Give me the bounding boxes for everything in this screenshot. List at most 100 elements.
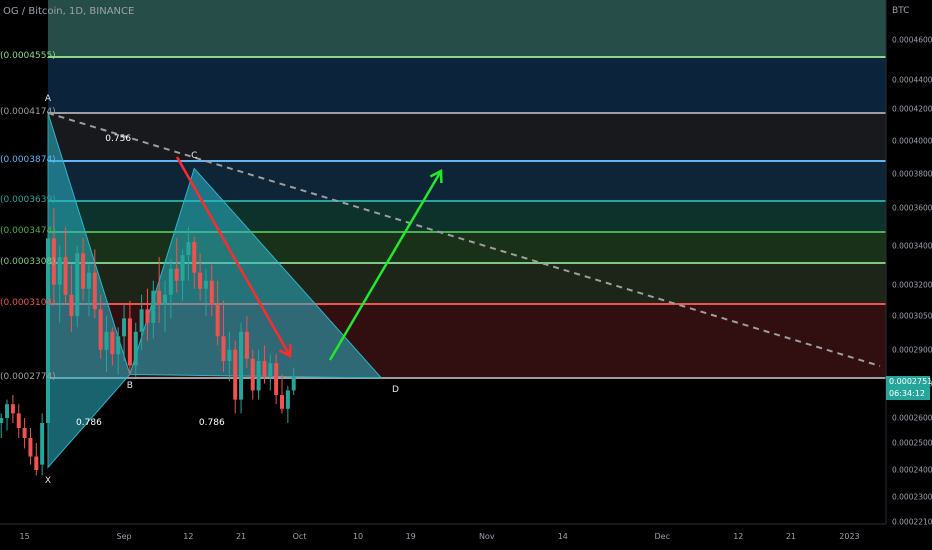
y-tick-label: 0.0004200 — [892, 104, 932, 114]
candle-body — [203, 280, 208, 289]
x-tick-label: Dec — [654, 532, 670, 541]
candle-body — [262, 360, 267, 377]
y-tick-label: 0.0002500 — [892, 438, 932, 448]
fib-band — [48, 201, 886, 232]
candle-body — [268, 363, 273, 377]
candle-body — [22, 428, 27, 438]
candle-body — [16, 413, 21, 428]
x-tick-label: 14 — [557, 532, 568, 541]
fib-level-label: (0.0002774) — [0, 372, 56, 382]
fib-band — [48, 161, 886, 201]
y-tick-label: 0.0003600 — [892, 203, 932, 213]
candle-body — [157, 290, 162, 305]
candle-body — [215, 304, 220, 337]
candle-body — [244, 331, 249, 359]
candle-body — [98, 309, 103, 350]
candle-body — [274, 363, 279, 396]
fib-level-label: (0.0003639) — [0, 195, 56, 205]
candle-body — [51, 238, 56, 285]
candle-body — [291, 376, 296, 391]
x-tick-label: 12 — [733, 532, 744, 541]
fib-band — [48, 57, 886, 113]
candle-body — [0, 418, 4, 423]
candle-body — [239, 331, 244, 400]
y-tick-label: 0.0002600 — [892, 413, 932, 423]
fib-level-label: (0.0003308) — [0, 257, 56, 267]
symbol-title: OG / Bitcoin, 1D, BINANCE — [3, 6, 135, 17]
candle-body — [40, 423, 45, 465]
bullish-arrow — [328, 170, 443, 361]
pattern-ratio-label: 0.756 — [105, 134, 132, 145]
candle-body — [34, 456, 39, 470]
y-tick-label: 0.0003800 — [892, 169, 932, 179]
x-tick-label: 12 — [183, 532, 194, 541]
last-price-tag: 0.0002751 06:34:12 — [886, 376, 932, 400]
pattern-point-x: X — [44, 476, 52, 487]
y-tick-label: 0.0002900 — [892, 345, 932, 355]
bullish-arrow-head — [429, 168, 443, 184]
candle-body — [92, 272, 97, 310]
candle-body — [227, 349, 232, 361]
fib-level-label: (0.0003104) — [0, 298, 56, 308]
x-tick-label: 15 — [19, 532, 30, 541]
bearish-arrow — [175, 156, 292, 357]
candle-body — [221, 336, 226, 361]
candle-body — [186, 242, 191, 256]
pattern-ratio-label: 0.786 — [76, 418, 102, 428]
y-tick-label: 0.0002300 — [892, 492, 932, 502]
fib-band — [48, 113, 886, 161]
candle-body — [104, 331, 109, 350]
candle-body — [86, 272, 91, 289]
candle-body — [256, 360, 261, 391]
candle-body — [75, 253, 80, 317]
y-tick-label: 0.0004000 — [892, 136, 932, 146]
candle-body — [116, 336, 121, 355]
candle-body — [145, 309, 150, 323]
pattern-ratio-label: 0.786 — [198, 418, 225, 428]
countdown-value: 06:34:12 — [889, 389, 925, 398]
candle-body — [233, 349, 238, 400]
candle-body — [168, 268, 173, 295]
candle-body — [163, 294, 167, 305]
candle-body — [209, 280, 214, 305]
currency-label: BTC — [892, 6, 910, 16]
candle-body — [133, 331, 138, 366]
bcd-triangle — [129, 167, 383, 379]
candle-body — [180, 255, 185, 281]
candle-body — [250, 358, 255, 391]
x-tick-label: 2023 — [839, 532, 860, 541]
pattern-point-a: A — [44, 94, 52, 104]
y-tick-label: 0.0002400 — [892, 465, 932, 475]
x-tick-label: 10 — [352, 532, 364, 541]
y-tick-label: 0.0002210 — [892, 517, 932, 527]
candle-body — [69, 294, 74, 317]
y-tick-label: 0.0004400 — [892, 75, 932, 85]
candle-body — [139, 309, 144, 332]
candle-body — [57, 257, 62, 285]
candle-body — [63, 257, 68, 295]
x-tick-label: Nov — [478, 532, 495, 541]
fib-band — [48, 0, 886, 57]
candle-body — [10, 404, 15, 414]
bearish-arrow-head — [278, 343, 292, 359]
fib-level-label: (0.0003474) — [0, 226, 56, 236]
candle-body — [280, 395, 284, 409]
x-tick-label: 21 — [785, 532, 797, 541]
x-tick-label: Sep — [116, 532, 132, 541]
dashed-trendline — [47, 112, 881, 367]
pattern-point-c: C — [191, 151, 198, 162]
fib-level-label: (0.0004555) — [0, 51, 56, 61]
fib-level-label: (0.0004174) — [0, 107, 56, 117]
candle-body — [5, 404, 10, 418]
candle-body — [127, 318, 132, 366]
x-tick-label: Oct — [292, 532, 307, 541]
candles — [0, 112, 296, 476]
pattern-point-d: D — [391, 385, 399, 395]
candle-body — [192, 242, 197, 273]
candle-body — [28, 438, 33, 457]
x-tick-label: 19 — [405, 532, 416, 541]
candle-body — [285, 390, 290, 409]
pattern-point-b: B — [126, 381, 133, 392]
candle-body — [198, 272, 203, 289]
